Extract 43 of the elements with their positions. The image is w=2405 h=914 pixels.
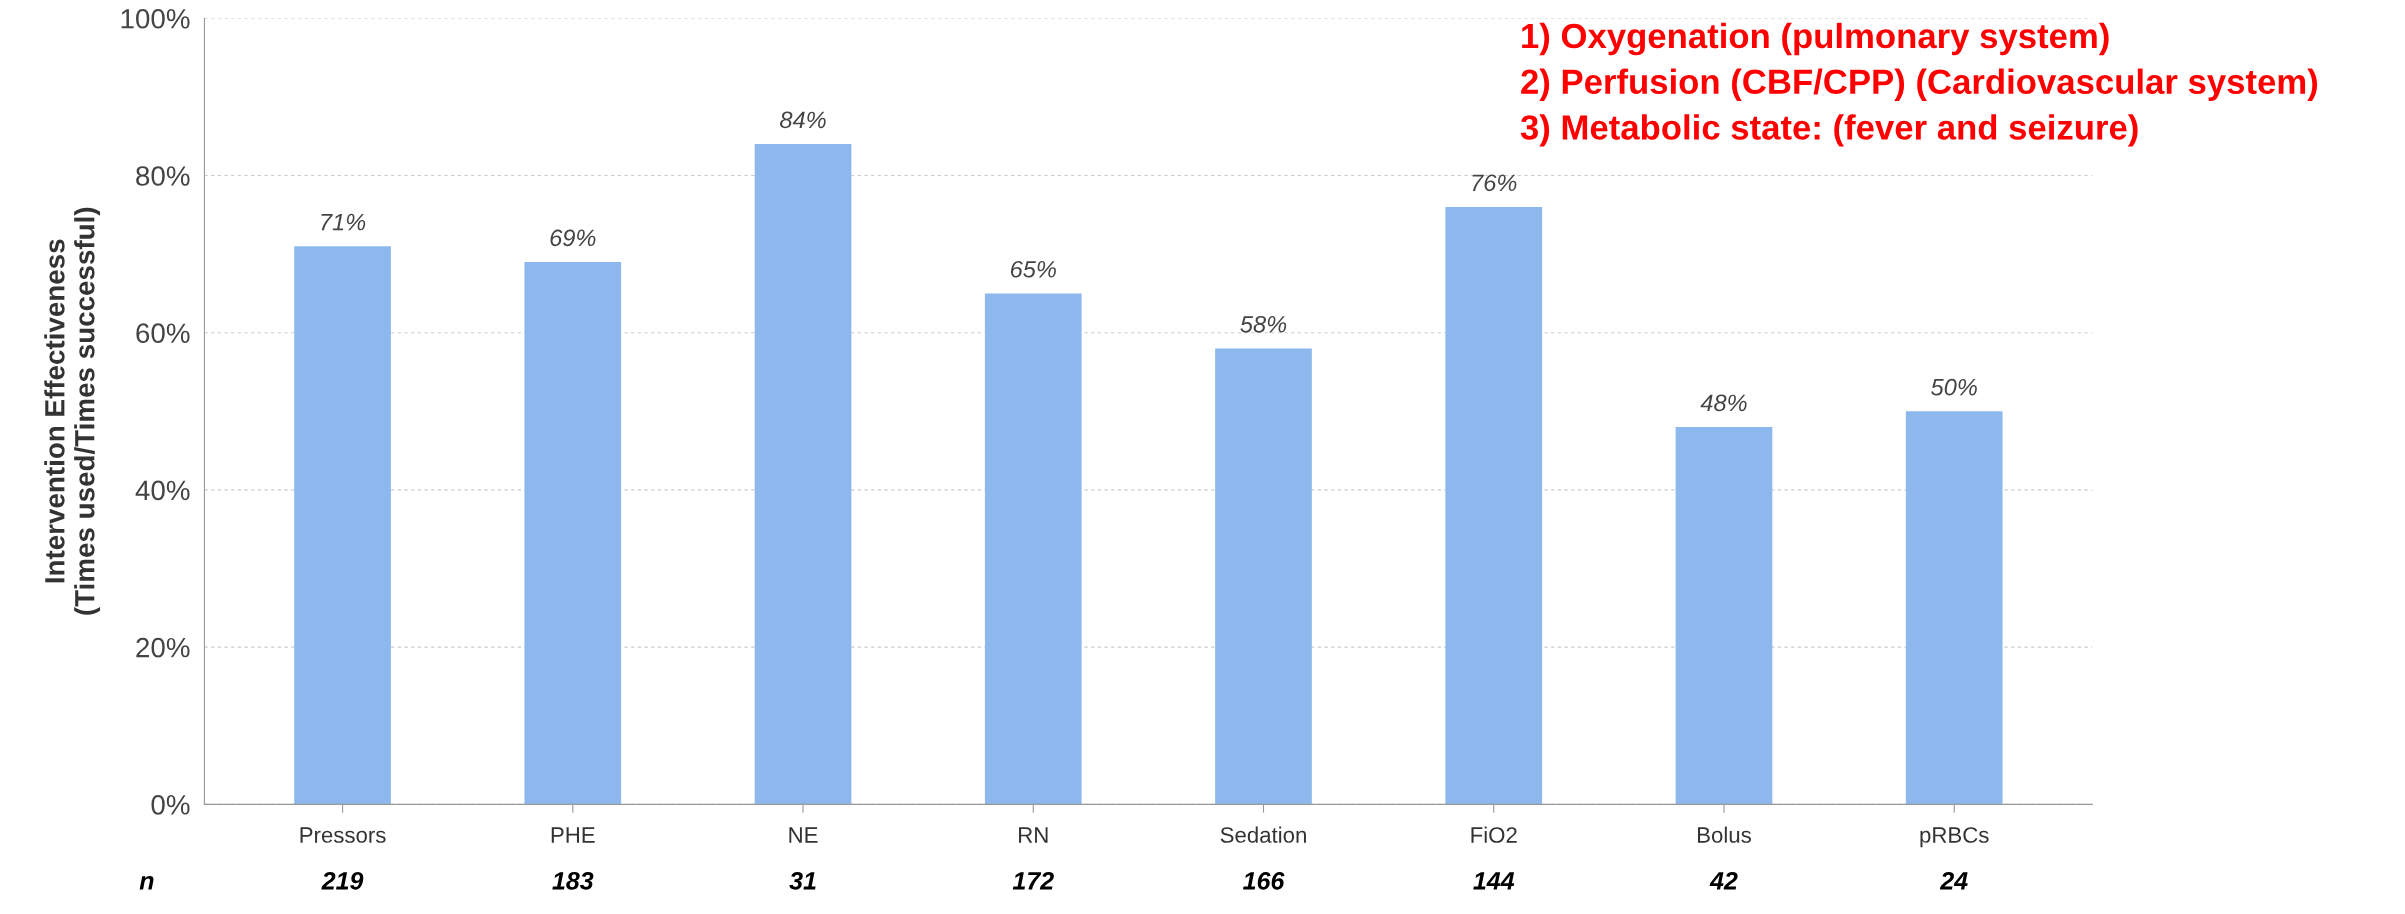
- data-label: 71%: [321, 213, 366, 231]
- data-label: 50%: [1931, 378, 1977, 396]
- data-label: 76%: [1472, 174, 1517, 192]
- x-tick-label: FiO2: [1471, 826, 1517, 843]
- y-tick-label: 40%: [135, 480, 190, 501]
- annotation: 3) Metabolic state: (fever and seizure): [1520, 114, 2138, 147]
- x-tick-label: PHE: [551, 827, 595, 843]
- x-tick-label: Pressors: [300, 827, 386, 843]
- text: 24: [1939, 871, 1968, 890]
- text: 31: [789, 871, 816, 890]
- y-axis-title: Intervention Effectiveness (Times used/Times successful): [44, 207, 101, 615]
- y-tick-label: 80%: [136, 166, 190, 186]
- bar: [984, 293, 1082, 805]
- x-tick-label: RN: [1019, 827, 1048, 843]
- text: 166: [1243, 871, 1285, 890]
- bar: [1675, 427, 1773, 805]
- data-label: 58%: [1240, 315, 1287, 333]
- bar: [1445, 206, 1543, 805]
- bar: [1215, 348, 1312, 805]
- bar: [524, 261, 622, 805]
- y-tick-label: 60%: [136, 323, 190, 344]
- text: 172: [1012, 871, 1054, 890]
- text: n: [139, 875, 154, 890]
- text: 183: [552, 871, 594, 890]
- data-label: 65%: [1010, 260, 1056, 278]
- x-tick-label: pRBCs: [1920, 827, 1989, 848]
- text: 42: [1709, 871, 1738, 890]
- y-tick-label: 20%: [136, 637, 190, 658]
- y-tick-label: 0%: [151, 794, 190, 815]
- text: 219: [321, 871, 364, 890]
- bar: [1905, 411, 2003, 805]
- annotation: 1) Oxygenation (pulmonary system): [1522, 22, 2109, 56]
- x-tick-label: NE: [789, 827, 818, 843]
- text: 144: [1473, 872, 1515, 890]
- x-tick-label: Bolus: [1698, 826, 1751, 843]
- data-label: 48%: [1700, 394, 1747, 412]
- x-tick-label: Sedation: [1220, 826, 1306, 843]
- bar: [294, 246, 391, 805]
- annotation: 2) Perfusion (CBF/CPP) (Cardiovascular system): [1521, 68, 2318, 101]
- bar: [754, 144, 852, 805]
- data-label: 84%: [780, 111, 826, 129]
- data-label: 69%: [550, 229, 596, 247]
- y-tick-label: 100%: [121, 8, 190, 29]
